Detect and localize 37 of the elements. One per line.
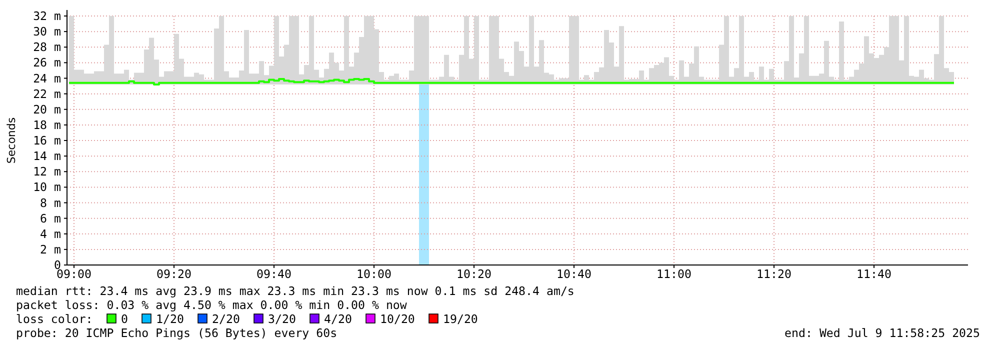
text: 0	[121, 312, 128, 326]
text: 1/20	[156, 312, 184, 326]
y-tick-label: 30 m	[33, 24, 62, 39]
y-tick-label: 8 m	[40, 196, 62, 210]
y-tick-label: 22 m	[33, 86, 62, 101]
text: 2/20	[212, 312, 240, 326]
text: 19/20	[443, 312, 478, 326]
x-tick-label: 10:00	[356, 267, 392, 281]
y-tick-label: 20 m	[33, 102, 62, 116]
y-tick-label: 28 m	[33, 40, 62, 54]
text: median rtt: 23.4 ms avg 23.9 ms max 23.3 ms min 23.3 ms now 0.1 ms sd 248.4 am/s	[16, 284, 574, 298]
x-tick-label: 09:20	[156, 267, 192, 281]
x-tick-label: 11:00	[656, 267, 692, 281]
text: packet loss: 0.03 % avg 4.50 % max 0.00 % min 0.00 % now	[16, 298, 407, 312]
y-tick-label: 6 m	[40, 211, 62, 226]
y-tick-label: 4 m	[40, 226, 62, 241]
text: loss color:	[16, 312, 93, 326]
x-tick-label: 09:40	[256, 267, 292, 281]
y-tick-label: 26 m	[33, 56, 62, 70]
y-axis-title: Seconds	[5, 117, 18, 164]
y-tick-label: 24 m	[33, 71, 62, 86]
text: probe: 20 ICMP Echo Pings (56 Bytes) every 60s	[16, 326, 338, 340]
x-tick-label: 10:40	[556, 267, 592, 281]
y-tick-label: 14 m	[33, 149, 62, 164]
y-tick-label: 12 m	[33, 164, 62, 179]
text: 10/20	[380, 312, 415, 326]
text: end: Wed Jul 9 11:58:25 2025	[784, 326, 980, 340]
text: 4/20	[324, 312, 352, 326]
text: 3/20	[268, 312, 296, 326]
y-tick-label: 10 m	[33, 180, 62, 194]
y-tick-label: 2 m	[40, 242, 62, 256]
x-tick-label: 11:20	[756, 267, 792, 281]
y-tick-label: 18 m	[33, 118, 62, 132]
y-tick-label: 32 m	[33, 9, 62, 24]
x-tick-label: 10:20	[456, 267, 492, 281]
x-tick-label: 11:40	[856, 267, 892, 281]
y-tick-label: 16 m	[33, 134, 62, 148]
